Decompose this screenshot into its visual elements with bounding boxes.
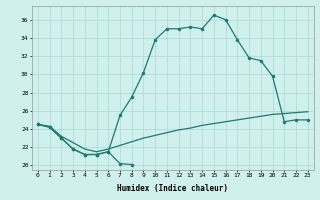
X-axis label: Humidex (Indice chaleur): Humidex (Indice chaleur) (117, 184, 228, 193)
